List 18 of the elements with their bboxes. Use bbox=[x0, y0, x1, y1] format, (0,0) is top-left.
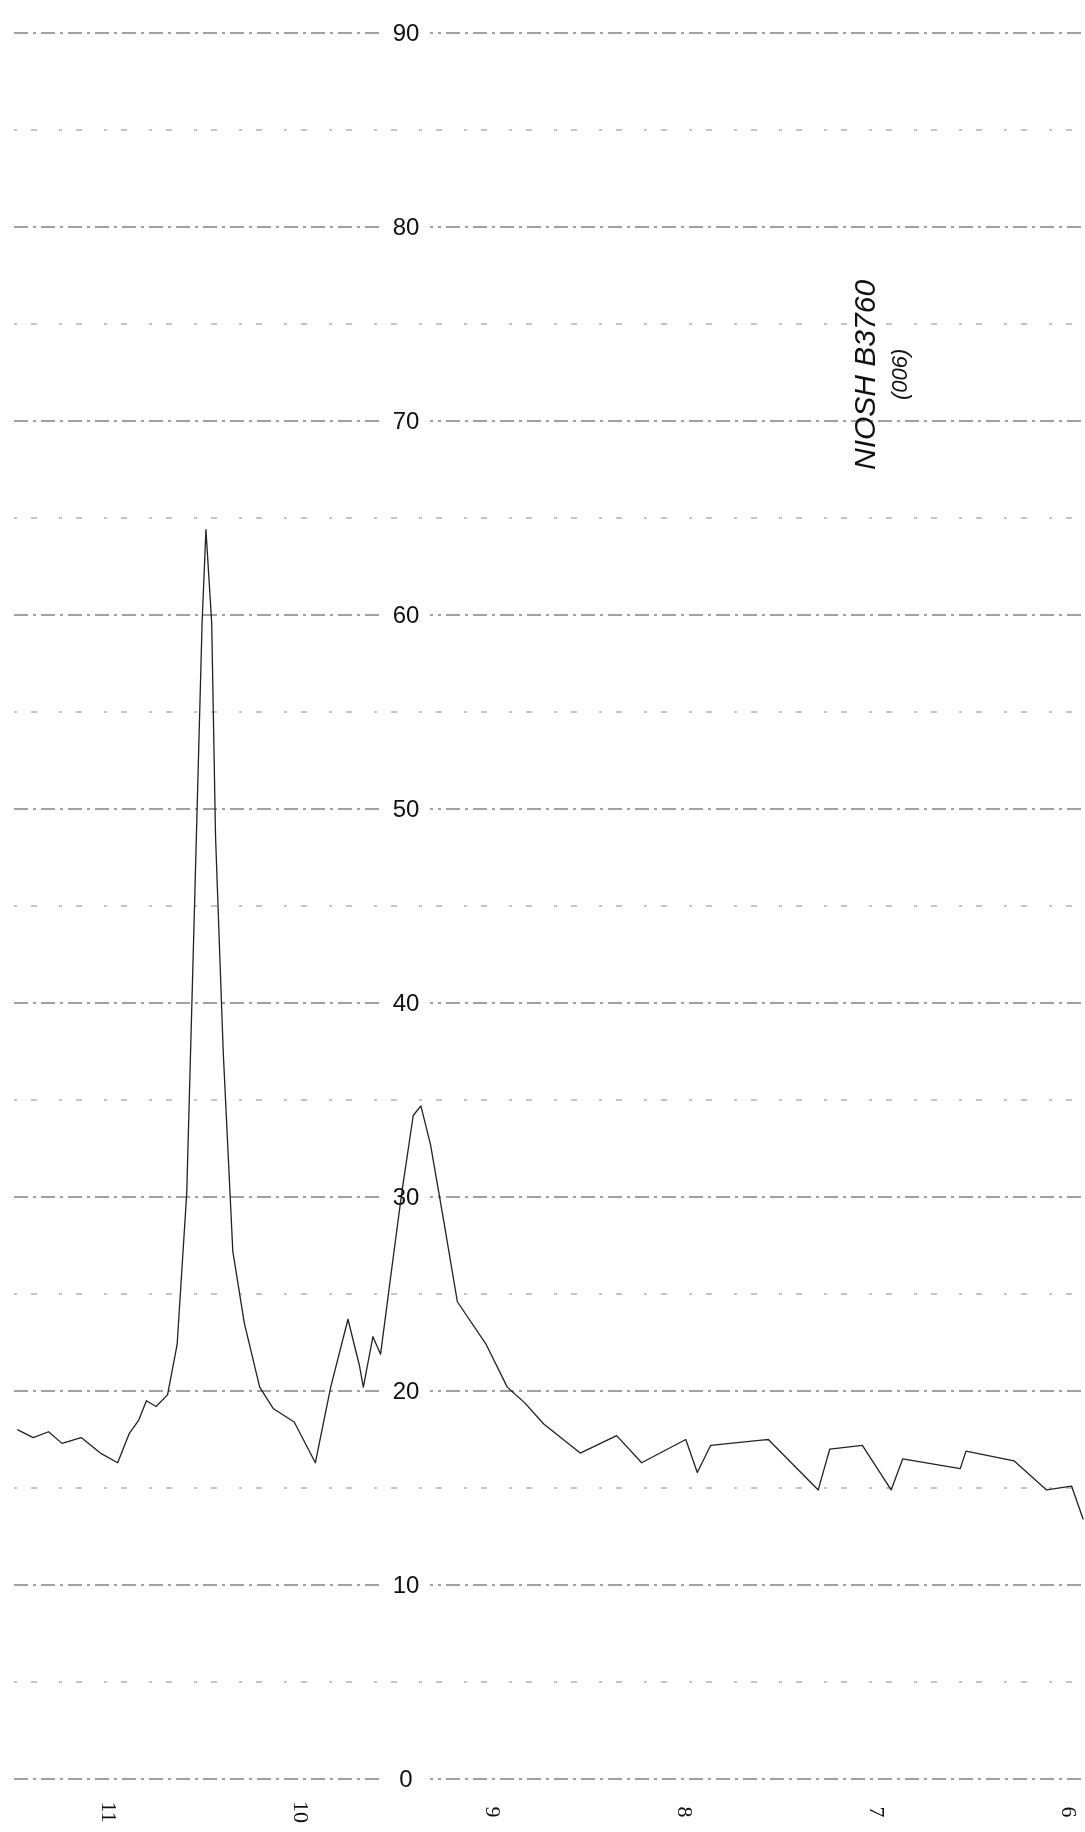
y-tick-label: 70 bbox=[392, 407, 420, 435]
line-series bbox=[17, 528, 1084, 1520]
x-tick-label: 10 bbox=[289, 1801, 315, 1823]
y-tick-label: 40 bbox=[392, 989, 420, 1017]
x-tick-label: 8 bbox=[673, 1806, 699, 1818]
annotation: (006) bbox=[887, 348, 912, 400]
y-tick-label: 0 bbox=[399, 1765, 413, 1793]
x-tick-label: 6 bbox=[1056, 1806, 1082, 1818]
y-tick-label: 90 bbox=[392, 19, 420, 47]
annotation: NIOSH B3760 bbox=[848, 279, 881, 470]
y-tick-label: 10 bbox=[392, 1571, 420, 1599]
y-tick-label: 50 bbox=[392, 795, 420, 823]
y-tick-label: 20 bbox=[392, 1377, 420, 1405]
x-tick-label: 7 bbox=[865, 1806, 891, 1818]
x-tick-label: 9 bbox=[481, 1806, 507, 1818]
y-tick-label: 80 bbox=[392, 213, 420, 241]
y-tick-label: 60 bbox=[392, 601, 420, 629]
x-tick-label: 11 bbox=[97, 1801, 123, 1823]
